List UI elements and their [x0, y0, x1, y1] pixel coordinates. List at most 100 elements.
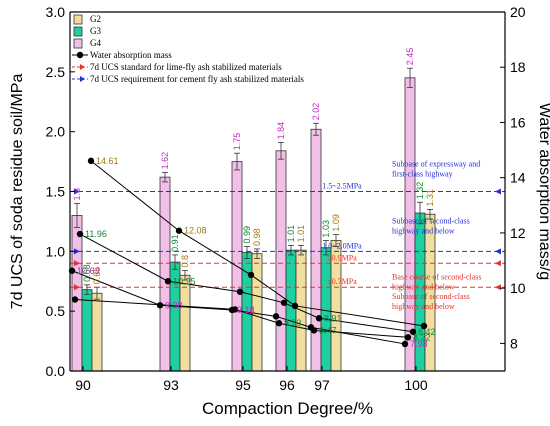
bar-label-g3: 0.99	[242, 226, 252, 244]
water-absorption-point	[280, 299, 288, 306]
y-tick-label: 1.5	[46, 184, 66, 200]
bar-label-g3: 1.03	[321, 220, 331, 238]
water-absorption-line	[71, 270, 406, 345]
bar-label-g4: 2.02	[311, 103, 321, 121]
reference-arrow-left	[74, 284, 80, 291]
water-absorption-point	[247, 271, 255, 279]
water-absorption-label: 7.98	[410, 339, 428, 349]
bar-g3-90	[81, 289, 93, 372]
y2-tick-label: 16	[510, 114, 526, 130]
legend-label: 7d UCS standard for lime-fly ash stabili…	[90, 62, 282, 72]
water-absorption-label: 8.73	[284, 318, 302, 328]
legend-label: G3	[90, 26, 101, 36]
x-tick-label: 90	[75, 377, 91, 393]
water-absorption-label: 12.08	[184, 226, 207, 236]
water-absorption-point	[175, 227, 183, 234]
bar-label-g2: 1.01	[296, 225, 306, 243]
reference-note: Subbase of expressway and	[392, 160, 480, 169]
water-absorption-point	[315, 315, 323, 322]
water-absorption-point	[87, 157, 95, 165]
y-tick-label: 3.0	[46, 4, 66, 20]
bar-label-g2: 0.8	[180, 255, 190, 268]
bar-label-g4: 2.45	[405, 48, 415, 66]
legend-label: G4	[90, 38, 101, 48]
y2-tick-label: 18	[510, 59, 526, 75]
bar-label-g3: 0.91	[170, 234, 180, 252]
y-axis-title: 7d UCS of soda residue soil/MPa	[9, 74, 26, 310]
water-absorption-layer	[68, 157, 428, 348]
reference-label: ≥0.9MPa	[327, 253, 357, 262]
water-absorption-label: 10.63	[77, 266, 100, 276]
bar-g4-93	[159, 176, 171, 372]
y-tick-label: 1.0	[46, 243, 66, 259]
water-absorption-point	[272, 313, 280, 320]
reference-arrow-right	[495, 248, 501, 255]
reference-note: highway and below	[392, 302, 455, 311]
y2-tick-label: 14	[510, 170, 526, 186]
y2-tick-label: 8	[510, 335, 518, 351]
x-tick-label: 95	[235, 377, 251, 393]
reference-arrow-left	[74, 248, 80, 255]
bar-label-g4: 1.84	[276, 122, 286, 140]
water-absorption-label: 8.42	[418, 327, 436, 337]
water-absorption-label: 11.96	[85, 229, 107, 239]
axes-layer: 0.0 0.5 1.0 1.5 2.0 2.5 3.0 8 10 12 14 16 18 20 90 93 95…	[9, 4, 550, 418]
water-absorption-line	[79, 233, 414, 333]
legend: G2 G3 G4 Water absorption mass 7d UCS standa…	[72, 14, 304, 84]
reference-note: highway and below	[392, 226, 455, 235]
water-absorption-point	[420, 322, 428, 330]
y2-tick-label: 20	[510, 4, 526, 20]
water-absorption-label: 10.25	[173, 276, 196, 286]
bar-label-g4: 1.75	[232, 133, 242, 151]
reference-note: Base course of second-class	[392, 272, 482, 281]
water-absorption-point	[401, 340, 409, 348]
reference-note: first-class highway	[392, 170, 453, 179]
y-tick-label: 2.0	[46, 124, 66, 140]
water-absorption-label: 9.38	[165, 300, 183, 310]
water-absorption-label: 8.22	[413, 332, 431, 342]
water-absorption-point	[409, 328, 417, 335]
legend-label: G2	[90, 14, 101, 24]
bar-label-g3: 1.01	[286, 225, 296, 243]
legend-swatch-arrow	[80, 76, 85, 82]
x-tick-label: 97	[314, 377, 330, 393]
reference-lines-layer: 1.5~2.5MPa Subbase of expressway andfirst…	[70, 160, 505, 311]
bar-g3-96	[285, 249, 297, 372]
legend-swatch-water-dot	[76, 51, 84, 59]
x-axis-title: Compaction Degree/%	[202, 399, 373, 418]
reference-arrow-right	[495, 188, 501, 195]
y-tick-label: 0.5	[46, 303, 66, 319]
bar-g4-90	[71, 215, 83, 372]
legend-swatch-arrow	[80, 64, 85, 70]
bar-label-g3: 0.68	[82, 264, 92, 282]
x-tick-label: 96	[279, 377, 295, 393]
legend-swatch-g2	[73, 14, 83, 25]
water-absorption-point	[310, 327, 318, 334]
bar-label-g2: 0.65	[92, 267, 102, 285]
legend-swatch-g3	[73, 26, 83, 37]
bar-label-g2: 1.31	[425, 189, 435, 207]
bars-layer	[71, 67, 436, 372]
water-absorption-label: 8.47	[319, 325, 337, 335]
reference-note: Subbase of second-class	[392, 216, 470, 225]
reference-label: ≥0.7MPa	[327, 277, 357, 286]
y2-tick-label: 12	[510, 225, 526, 241]
y2-tick-label: 10	[510, 280, 526, 296]
x-tick-label: 93	[163, 377, 179, 393]
water-absorption-point	[404, 334, 412, 341]
bar-label-g4: 1.62	[160, 152, 170, 170]
reference-arrow-left	[74, 260, 80, 267]
reference-label: 1.5~2.5MPa	[322, 182, 362, 191]
water-absorption-point	[275, 320, 283, 327]
water-absorption-point	[164, 278, 172, 285]
legend-label: Water absorption mass	[90, 50, 172, 60]
reference-arrow-left	[74, 188, 80, 195]
water-absorption-point	[76, 230, 84, 238]
water-absorption-point	[71, 296, 79, 303]
legend-label: 7d UCS requirement for cement fly ash st…	[90, 74, 304, 84]
y-tick-label: 2.5	[46, 64, 66, 80]
data-labels-layer: 1.31.621.751.842.022.450.680.91 0.99 1.01 1…	[72, 48, 436, 349]
bar-g3-97	[320, 247, 332, 372]
bar-label-g4: 1.3	[72, 188, 82, 201]
